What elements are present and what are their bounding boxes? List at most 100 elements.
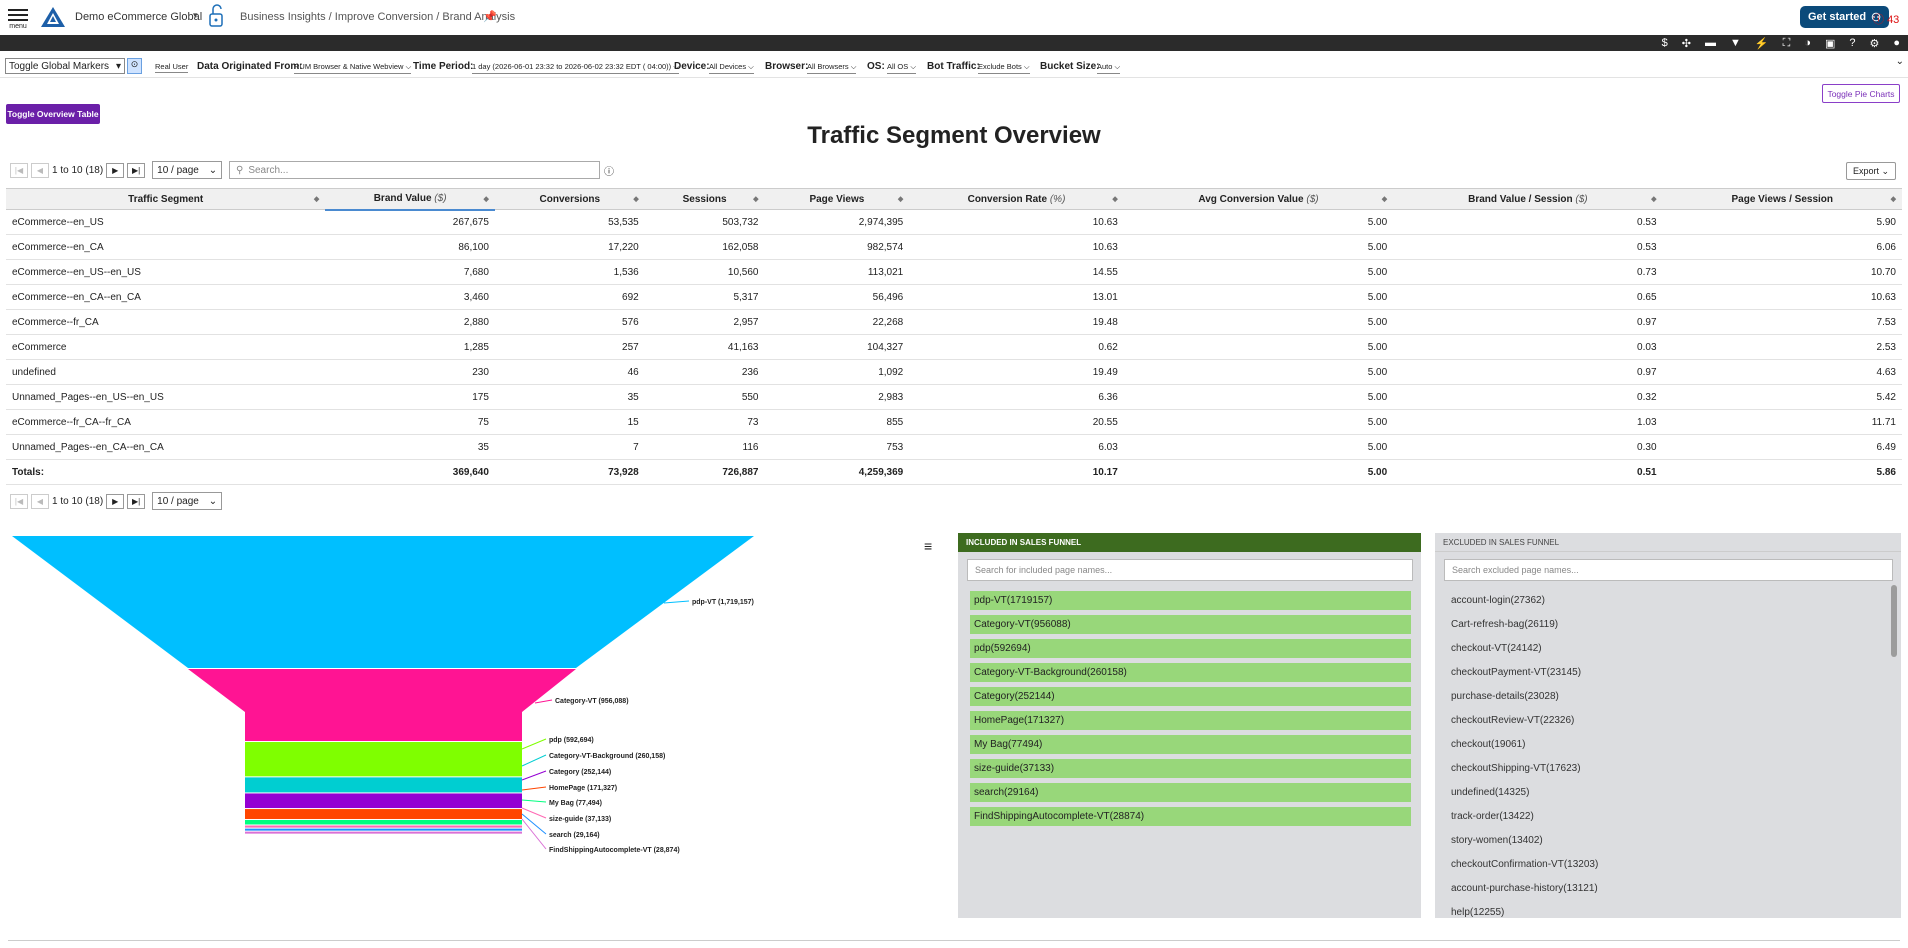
device-select[interactable]: All Devices ⌵: [709, 62, 754, 74]
prev-page-button[interactable]: ◀: [31, 162, 49, 178]
per-page-select[interactable]: 10 / page ⌄: [152, 492, 223, 510]
filter-icon[interactable]: ▼: [1729, 37, 1741, 49]
table-row[interactable]: eCommerce--fr_CA--fr_CA 75 15 73 855 20.55 5.0…: [6, 409, 1902, 435]
sort-icon[interactable]: ◆: [633, 196, 639, 203]
funnel-segment[interactable]: [245, 831, 522, 834]
included-search-input[interactable]: Search for included page names...: [967, 559, 1413, 581]
funnel-segment[interactable]: [245, 793, 522, 809]
funnel-segment[interactable]: [245, 809, 522, 819]
table-search-input[interactable]: ⚲ Search...: [229, 161, 600, 179]
page-list-item[interactable]: FindShippingAutocomplete-VT(28874): [970, 807, 1411, 826]
page-list-item[interactable]: Cart-refresh-bag(26119): [1451, 619, 1559, 630]
last-page-button[interactable]: ▶|: [127, 493, 146, 509]
table-row[interactable]: eCommerce--en_CA 86,100 17,220 162,058 982,5…: [6, 234, 1902, 260]
funnel-segment[interactable]: [245, 828, 522, 831]
per-page-select[interactable]: 10 / page ⌄: [152, 161, 223, 179]
table-row[interactable]: Unnamed_Pages--en_US--en_US 175 35 550 2,983…: [6, 384, 1902, 410]
sort-icon[interactable]: ◆: [1890, 196, 1896, 203]
column-header[interactable]: Page Views / Session ◆: [1662, 188, 1902, 210]
user-icon[interactable]: ●: [1893, 37, 1900, 49]
column-header[interactable]: Conversions ◆: [494, 188, 645, 210]
page-list-item[interactable]: search(29164): [970, 783, 1411, 802]
funnel-segment[interactable]: [245, 819, 522, 825]
page-list-item[interactable]: checkoutReview-VT(22326): [1451, 715, 1575, 726]
table-row[interactable]: eCommerce--en_US 267,675 53,535 503,732 2,97…: [6, 209, 1902, 235]
column-header[interactable]: Page Views ◆: [764, 188, 910, 210]
period-select[interactable]: 1 day (2026-06-01 23:32 to 2026-06-02 23…: [472, 62, 679, 74]
page-list-item[interactable]: Category-VT(956088): [970, 615, 1411, 634]
table-row[interactable]: eCommerce--en_US--en_US 7,680 1,536 10,560 1…: [6, 259, 1902, 285]
search-help-icon[interactable]: ⓘ: [604, 167, 614, 178]
excluded-scrollbar[interactable]: [1891, 585, 1897, 657]
page-list-item[interactable]: My Bag(77494): [970, 735, 1411, 754]
funnel-segment[interactable]: [12, 536, 754, 668]
funnel-segment[interactable]: [245, 825, 522, 828]
column-header[interactable]: Brand Value ($) ◆: [325, 188, 495, 211]
page-list-item[interactable]: help(12255): [1451, 907, 1505, 918]
fullscreen-icon[interactable]: ⛶: [1782, 36, 1791, 49]
browser-select[interactable]: All Browsers ⌵: [807, 62, 857, 74]
bolt-icon[interactable]: ⚡: [1754, 37, 1769, 50]
page-list-item[interactable]: pdp(592694): [970, 639, 1411, 658]
column-header[interactable]: Conversion Rate (%) ◆: [909, 188, 1124, 210]
page-list-item[interactable]: HomePage(171327): [970, 711, 1411, 730]
page-list-item[interactable]: size-guide(37133): [970, 759, 1411, 778]
page-list-item[interactable]: account-login(27362): [1451, 595, 1545, 606]
gear-icon[interactable]: ⚙: [1869, 37, 1880, 50]
next-page-button[interactable]: ▶: [106, 162, 125, 178]
sort-icon[interactable]: ◆: [753, 196, 759, 203]
real-user-toggle[interactable]: Real User: [155, 62, 189, 73]
sort-icon[interactable]: ◆: [1651, 196, 1657, 203]
page-list-item[interactable]: pdp-VT(1719157): [970, 591, 1411, 610]
dollar-icon[interactable]: $: [1661, 37, 1668, 49]
funnel-segment[interactable]: [245, 777, 522, 793]
pin-icon[interactable]: 📌: [483, 11, 497, 23]
sort-icon[interactable]: ◆: [313, 196, 320, 203]
origin-select[interactable]: RUM Browser & Native Webview ⌵: [294, 62, 412, 74]
bucket-select[interactable]: Auto ⌵: [1097, 62, 1121, 74]
page-list-item[interactable]: Category-VT-Background(260158): [970, 663, 1411, 682]
table-row[interactable]: undefined 230 46 236 1,092 19.49 5.00 0.97 4.63: [6, 359, 1902, 385]
export-button[interactable]: Export ⌄: [1846, 162, 1896, 180]
menu-button[interactable]: menu: [8, 6, 28, 30]
unlock-icon[interactable]: [208, 4, 224, 33]
help-icon[interactable]: ?: [1849, 37, 1856, 49]
funnel-segment[interactable]: [188, 669, 576, 741]
collapse-filters-icon[interactable]: ⌄: [1895, 56, 1904, 67]
column-header[interactable]: Traffic Segment ◆: [6, 188, 326, 210]
page-list-item[interactable]: checkout-VT(24142): [1451, 643, 1542, 654]
alert-badge[interactable]: ⓘ 43: [1873, 14, 1900, 26]
page-list-item[interactable]: undefined(14325): [1451, 787, 1530, 798]
global-markers-select[interactable]: Toggle Global Markers ▾: [5, 58, 125, 74]
next-page-button[interactable]: ▶: [106, 493, 125, 509]
marker-pin-icon[interactable]: ⊙: [127, 58, 142, 74]
page-list-item[interactable]: checkoutConfirmation-VT(13203): [1451, 859, 1599, 870]
excluded-search-input[interactable]: Search excluded page names...: [1444, 559, 1893, 581]
column-header[interactable]: Brand Value / Session ($) ◆: [1393, 188, 1663, 210]
page-list-item[interactable]: account-purchase-history(13121): [1451, 883, 1598, 894]
page-list-item[interactable]: track-order(13422): [1451, 811, 1534, 822]
page-list-item[interactable]: purchase-details(23028): [1451, 691, 1559, 702]
comment-icon[interactable]: ▬: [1704, 37, 1716, 49]
table-row[interactable]: Unnamed_Pages--en_CA--en_CA 35 7 116 753 6.03…: [6, 434, 1902, 460]
table-row[interactable]: eCommerce 1,285 257 41,163 104,327 0.62 5.00 0.…: [6, 334, 1902, 360]
sort-icon[interactable]: ◆: [1381, 196, 1388, 203]
toggle-pie-charts-button[interactable]: Toggle Pie Charts: [1822, 84, 1900, 103]
table-row[interactable]: eCommerce--en_CA--en_CA 3,460 692 5,317 56,4…: [6, 284, 1902, 310]
app-title[interactable]: Demo eCommerce Global: [75, 11, 203, 23]
column-header[interactable]: Avg Conversion Value ($) ◆: [1123, 188, 1394, 210]
contrast-icon[interactable]: ◑: [1804, 37, 1811, 49]
page-list-item[interactable]: checkoutPayment-VT(23145): [1451, 667, 1582, 678]
sort-icon[interactable]: ◆: [1112, 196, 1118, 203]
toggle-overview-table-button[interactable]: Toggle Overview Table: [6, 104, 100, 124]
app-switch-caret-icon[interactable]: ▾: [193, 10, 198, 20]
first-page-button[interactable]: |◀: [10, 162, 28, 178]
get-started-button[interactable]: Get started ⚇: [1800, 6, 1889, 28]
last-page-button[interactable]: ▶|: [127, 162, 146, 178]
os-select[interactable]: All OS ⌵: [887, 62, 917, 74]
bot-select[interactable]: Exclude Bots ⌵: [978, 62, 1030, 74]
sort-icon[interactable]: ◆: [897, 196, 904, 203]
prev-page-button[interactable]: ◀: [31, 493, 49, 509]
sort-icon[interactable]: ◆: [483, 196, 489, 203]
page-list-item[interactable]: checkoutShipping-VT(17623): [1451, 763, 1581, 774]
